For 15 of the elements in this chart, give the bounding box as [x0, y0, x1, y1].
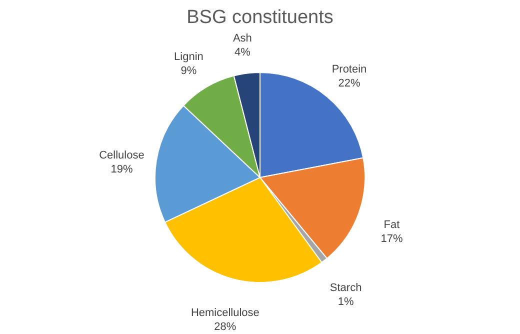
- data-label: 28%: [214, 321, 236, 334]
- slice-label: Hemicellulose: [190, 307, 260, 320]
- slice-label: Protein: [332, 64, 367, 76]
- data-label: 1%: [338, 296, 354, 308]
- data-label: 19%: [110, 164, 133, 176]
- slice-label: Lignin: [174, 50, 204, 63]
- data-label: 17%: [380, 232, 403, 245]
- slice-label: Starch: [330, 282, 362, 294]
- slice-label: Fat: [384, 218, 400, 231]
- data-label: 22%: [338, 78, 360, 90]
- data-label: 9%: [180, 64, 197, 77]
- slice-label: Cellulose: [99, 150, 144, 162]
- chart-title: BSG constituents: [186, 7, 334, 28]
- data-label: 4%: [234, 46, 251, 59]
- slice-label: Ash: [232, 32, 252, 45]
